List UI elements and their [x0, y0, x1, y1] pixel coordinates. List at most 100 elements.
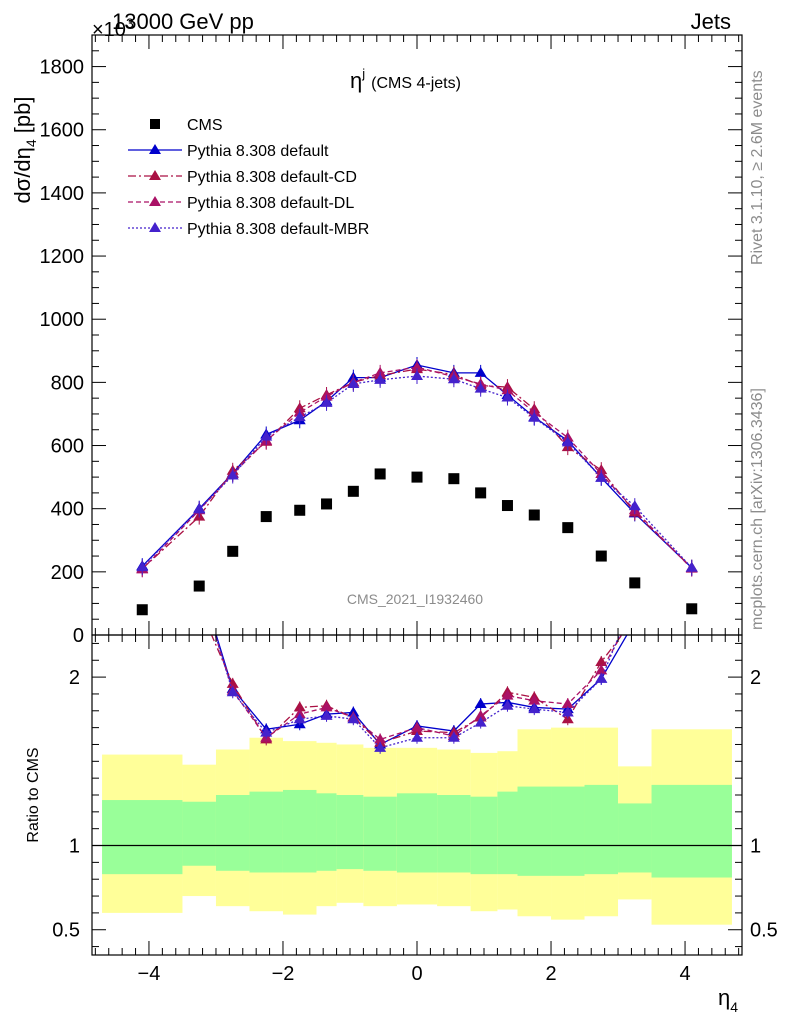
ratio-series-marker [629, 605, 641, 615]
ratio-panel-content [92, 582, 742, 925]
x-axis-label: η4 [718, 985, 738, 1015]
x-tick-label: −2 [272, 963, 295, 985]
main-series-marker [628, 500, 641, 511]
header-left: 13000 GeV pp [112, 9, 254, 34]
legend-label: Pythia 8.308 default-DL [187, 195, 354, 212]
uncertainty-band-green [215, 795, 250, 871]
legend-marker-cms [150, 119, 160, 129]
side-text-mcplots: mcplots.cern.ch [arXiv:1306.3436] [749, 388, 766, 630]
main-y-tick-label: 400 [51, 499, 84, 521]
main-series-marker [136, 561, 149, 572]
ratio-series-line [215, 635, 628, 746]
cms-data-point [448, 473, 460, 485]
main-series-line [141, 368, 693, 570]
ratio-series-marker [411, 721, 423, 732]
ratio-y-tick-label-right: 2 [750, 667, 761, 689]
ratio-series-marker [595, 655, 608, 666]
ratio-series-marker [293, 701, 306, 712]
ratio-y-tick-label: 1 [69, 836, 80, 858]
ratio-y-tick-label-right: 0.5 [750, 920, 778, 942]
main-series-marker [474, 366, 487, 377]
main-series-marker [226, 469, 239, 480]
main-series-line [141, 364, 693, 569]
ratio-series-marker [193, 600, 205, 610]
cms-data-point [475, 487, 487, 499]
main-y-tick-label: 1600 [40, 120, 85, 142]
main-series-marker [374, 373, 387, 384]
legend-marker [149, 222, 161, 232]
main-series-marker [193, 503, 206, 514]
cms-data-point [193, 580, 205, 592]
ratio-series-marker [629, 592, 641, 602]
analysis-watermark: CMS_2021_I1932460 [347, 591, 483, 607]
main-series-marker [411, 361, 423, 372]
ratio-series-marker [686, 582, 698, 592]
ratio-series-marker [561, 706, 574, 717]
main-series-marker [474, 382, 487, 393]
uncertainty-band-green [102, 800, 183, 875]
main-y-tick-label: 600 [51, 436, 84, 458]
ratio-y-tick-label: 0.5 [52, 920, 80, 942]
ratio-series-marker [501, 689, 514, 700]
main-y-tick-label: 0 [73, 625, 84, 647]
uncertainty-band-green [618, 803, 652, 873]
cms-data-point [501, 500, 513, 512]
legend-label: Pythia 8.308 default [187, 143, 329, 160]
uncertainty-band-green [363, 796, 397, 871]
chart-title: ηj(CMS 4-jets) [350, 66, 461, 93]
x-tick-label: 2 [545, 963, 556, 985]
uncertainty-band-green [249, 791, 283, 873]
main-series-marker [411, 370, 423, 381]
ratio-series-marker [629, 616, 641, 626]
main-series-marker [501, 384, 514, 395]
ratio-series-marker [474, 716, 487, 727]
main-y-tick-label: 1400 [40, 183, 85, 205]
ratio-series-marker [474, 698, 487, 709]
main-series-marker [320, 396, 333, 407]
side-text-rivet: Rivet 3.1.10, ≥ 2.6M events [749, 70, 766, 265]
x-tick-label: 4 [679, 963, 690, 985]
legend: CMS Pythia 8.308 default Pythia 8.308 defa… [128, 117, 369, 238]
uncertainty-band-green [497, 791, 518, 875]
main-y-tick-label: 1800 [40, 57, 85, 79]
ratio-series-marker [374, 733, 387, 744]
ratio-y-tick-label: 2 [69, 667, 80, 689]
uncertainty-band-green [470, 796, 498, 875]
uncertainty-band-green [336, 795, 364, 870]
cms-data-point [562, 522, 574, 534]
ratio-series-marker [347, 713, 360, 724]
uncertainty-band-green [182, 801, 216, 866]
uncertainty-band-green [651, 784, 732, 878]
main-y-tick-label: 800 [51, 372, 84, 394]
main-series-marker [447, 373, 460, 384]
legend-marker [149, 196, 161, 206]
ratio-series-marker [226, 686, 239, 697]
main-series-marker [347, 377, 360, 388]
main-y-tick-label: 1000 [40, 309, 85, 331]
header-right: Jets [691, 9, 731, 34]
ratio-series-marker [528, 703, 541, 714]
ratio-series-marker [320, 701, 333, 712]
ratio-series-marker [595, 664, 608, 675]
ratio-series-marker [447, 731, 460, 742]
cms-data-point [227, 545, 239, 557]
cms-data-point [595, 550, 607, 562]
main-series-marker [595, 471, 608, 482]
main-series-marker [561, 436, 574, 447]
main-y-tick-label: 200 [51, 562, 84, 584]
cms-data-point [136, 604, 148, 616]
ratio-series-marker [474, 709, 487, 720]
uncertainty-band-green [282, 789, 317, 873]
uncertainty-band-green [551, 786, 585, 876]
ratio-series-marker [528, 694, 541, 705]
main-axes: 0 200 400 600 800 1000 1200 1400 1600 1800 [40, 34, 742, 647]
cms-data-point [294, 504, 306, 516]
ratio-series-marker [629, 612, 641, 622]
uncertainty-band-green [316, 793, 337, 871]
ratio-series-marker [501, 699, 514, 710]
legend-marker [149, 144, 161, 154]
cms-data-point [686, 603, 698, 615]
ratio-series-line [214, 635, 623, 741]
ratio-series-marker [595, 672, 608, 683]
